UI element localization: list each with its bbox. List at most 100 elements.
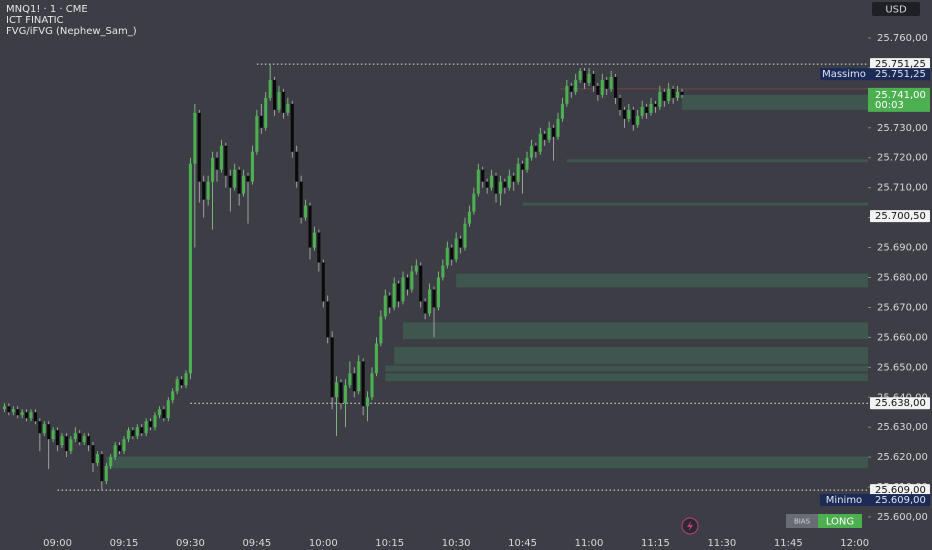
candle-body — [104, 466, 108, 482]
candle-body — [538, 133, 542, 152]
y-tick-label: 25.670,00 — [877, 302, 928, 313]
candle-body — [521, 163, 525, 170]
candle-body — [454, 238, 458, 260]
fvg-zone — [385, 373, 868, 382]
candle-body — [162, 409, 166, 419]
y-tick-label: 25.730,00 — [877, 123, 928, 134]
candle-body — [56, 430, 60, 446]
candle-body — [392, 283, 396, 308]
fvg-zone — [682, 94, 868, 110]
candle-body — [264, 97, 268, 128]
candle-body — [357, 361, 361, 392]
candle-body — [224, 145, 228, 176]
x-tick-label: 10:30 — [442, 538, 471, 549]
candle-body — [574, 79, 578, 92]
extreme-name-box — [820, 494, 868, 507]
candle-body — [472, 193, 476, 212]
candle-body — [308, 205, 312, 248]
currency[interactable]: USD — [885, 5, 907, 16]
x-tick-label: 10:45 — [508, 538, 537, 549]
candle-body — [295, 151, 299, 182]
candle-body — [600, 79, 604, 95]
candle-body — [481, 169, 485, 182]
candle-body — [490, 175, 494, 188]
candle-body — [348, 373, 352, 386]
level-label: 25.638,00 — [875, 398, 926, 409]
fvg-zone — [394, 346, 868, 365]
y-tick-label: 25.620,00 — [877, 452, 928, 463]
candle-body — [370, 373, 374, 398]
x-tick-label: 10:00 — [309, 538, 338, 549]
y-tick-label: 25.760,00 — [877, 33, 928, 44]
candle-body — [233, 169, 237, 188]
bias-value-box — [818, 514, 862, 528]
extreme-name-box — [820, 68, 868, 81]
candle-body — [38, 421, 42, 434]
y-tick-label: 25.660,00 — [877, 332, 928, 343]
extreme-value: 25.609,00 — [875, 495, 926, 506]
fvg-zone — [106, 456, 869, 469]
candle-body — [653, 103, 657, 107]
candle-body — [578, 70, 582, 80]
candle-body — [609, 76, 613, 89]
candle-body — [259, 115, 263, 128]
candle-body — [51, 430, 55, 440]
candle-body — [343, 385, 347, 404]
extreme-value: 25.751,25 — [875, 69, 926, 80]
y-tick-label: 25.600,00 — [877, 512, 928, 523]
candle-body — [565, 85, 569, 104]
candle-body — [326, 301, 330, 338]
candle-body — [640, 106, 644, 116]
candle-body — [188, 163, 192, 374]
fvg-zone — [456, 273, 868, 288]
x-tick-label: 11:30 — [707, 538, 736, 549]
candle-body — [268, 79, 272, 98]
candle-body — [171, 391, 175, 401]
candle-body — [366, 397, 370, 407]
extreme-value-box — [868, 494, 930, 507]
candle-body — [255, 115, 259, 152]
bias-label: BIAS — [794, 518, 811, 526]
candle-body — [33, 412, 37, 422]
candle-body — [335, 382, 339, 398]
level-label-box — [870, 58, 930, 71]
candle-body — [671, 88, 675, 98]
candle-body — [397, 283, 401, 302]
indicator: ICT FINATIC — [6, 15, 64, 26]
candle-body — [463, 223, 467, 248]
candle-body — [42, 424, 46, 434]
extreme-value-box — [868, 68, 930, 81]
candle-body — [25, 412, 29, 419]
x-tick-label: 09:30 — [176, 538, 205, 549]
candle-body — [321, 262, 325, 302]
candle-body — [498, 181, 502, 194]
fvg-zone — [403, 322, 868, 340]
candle-body — [622, 109, 626, 119]
symbol: MNQ1! · 1 · CME — [6, 4, 88, 15]
candle-body — [591, 73, 595, 86]
candle-body — [667, 88, 671, 101]
currency-box[interactable] — [872, 2, 920, 16]
candle-body — [140, 427, 144, 434]
candle-body — [11, 409, 15, 413]
candle-body — [95, 454, 99, 464]
candle-body — [304, 205, 308, 218]
candle-body — [605, 79, 609, 89]
candle-body — [317, 232, 321, 263]
candle-body — [512, 175, 516, 182]
candle-body — [100, 454, 104, 482]
bias-value: LONG — [826, 517, 854, 528]
candle-body — [299, 181, 303, 218]
candle-body — [60, 436, 64, 446]
candle-body — [290, 103, 294, 152]
candle-body — [144, 421, 148, 434]
candle-body — [543, 133, 547, 140]
y-tick-label: 25.720,00 — [877, 153, 928, 164]
candle-body — [383, 295, 387, 317]
candle-body — [7, 406, 11, 413]
fvg-zone — [385, 365, 868, 372]
candle-body — [16, 409, 20, 416]
level-label: 25.609,00 — [875, 485, 926, 496]
